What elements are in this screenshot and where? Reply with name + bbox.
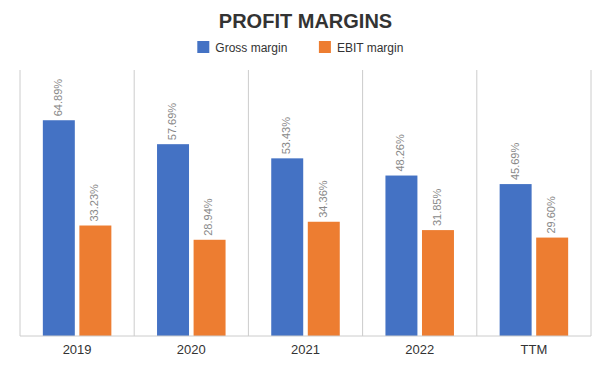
- chart: PROFIT MARGINS Gross margin EBIT margin 64.…: [0, 0, 611, 371]
- bar: [194, 240, 226, 336]
- data-label: 45.69%: [509, 143, 521, 181]
- legend: Gross margin EBIT margin: [197, 41, 403, 55]
- separator: [591, 70, 592, 336]
- legend-label: EBIT margin: [337, 41, 403, 55]
- bar: [422, 230, 454, 336]
- data-label: 28.94%: [202, 198, 214, 236]
- separator: [362, 70, 363, 336]
- bar: [157, 144, 189, 336]
- data-label: 31.85%: [431, 189, 443, 227]
- data-label: 64.89%: [52, 79, 64, 117]
- bar: [271, 158, 303, 336]
- bar: [43, 120, 75, 336]
- x-tick-label: TTM: [521, 342, 548, 357]
- bar: [308, 222, 340, 336]
- data-label: 34.36%: [317, 180, 329, 218]
- bar: [385, 176, 417, 336]
- x-tick-label: 2019: [63, 342, 92, 357]
- legend-swatch: [197, 41, 209, 53]
- data-label: 33.23%: [88, 184, 100, 222]
- data-label: 57.69%: [166, 103, 178, 141]
- data-label: 53.43%: [280, 117, 292, 155]
- separator: [134, 70, 135, 336]
- x-tick-label: 2021: [291, 342, 320, 357]
- bar: [79, 226, 111, 336]
- legend-label: Gross margin: [215, 41, 287, 55]
- legend-swatch: [319, 41, 331, 53]
- bars: [43, 120, 568, 336]
- bar: [536, 238, 568, 336]
- data-labels: 64.89% 57.69% 53.43% 48.26% 45.69% 33.23% 28.9…: [52, 79, 557, 236]
- separator: [476, 70, 477, 336]
- data-label: 48.26%: [394, 134, 406, 172]
- title: PROFIT MARGINS: [219, 10, 392, 32]
- x-tick-label: 2022: [405, 342, 434, 357]
- data-label: 29.60%: [545, 196, 557, 234]
- x-axis: [20, 336, 591, 337]
- bar: [500, 184, 532, 336]
- separator: [20, 70, 21, 336]
- separator: [248, 70, 249, 336]
- x-tick-label: 2020: [177, 342, 206, 357]
